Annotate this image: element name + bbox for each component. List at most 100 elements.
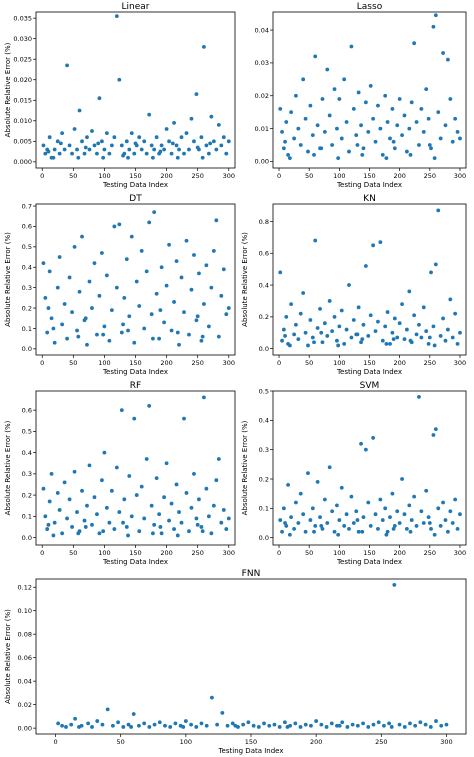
data-point: [62, 302, 67, 306]
data-point: [200, 334, 205, 339]
y-tick-label: 0.5: [22, 243, 32, 251]
data-point: [289, 302, 293, 307]
data-point: [319, 722, 324, 727]
data-point: [158, 308, 163, 313]
data-point: [313, 54, 318, 59]
data-point: [354, 509, 359, 514]
x-tick-label: 0: [53, 738, 57, 746]
data-point: [151, 336, 155, 341]
data-point: [96, 141, 101, 146]
data-point: [426, 116, 431, 121]
data-point: [195, 314, 200, 319]
data-point: [43, 514, 48, 519]
data-point: [402, 512, 407, 517]
data-point: [388, 341, 392, 346]
data-point: [199, 135, 204, 140]
data-point: [147, 403, 152, 408]
data-point: [267, 723, 272, 728]
data-point: [139, 484, 144, 489]
data-point: [413, 723, 418, 728]
data-point: [355, 332, 360, 337]
data-point: [184, 238, 189, 243]
y-axis-label: Absolute Relative Error (%): [241, 232, 249, 327]
x-tick-label: 0: [277, 172, 281, 180]
data-point: [385, 310, 390, 314]
data-point: [380, 338, 385, 343]
data-point: [142, 721, 147, 726]
data-point: [429, 526, 433, 531]
data-point: [426, 515, 431, 520]
data-point: [67, 497, 72, 502]
data-point: [384, 341, 389, 346]
data-point: [216, 457, 221, 461]
y-tick-label: 0.01: [255, 125, 269, 133]
data-point: [142, 139, 147, 144]
data-point: [137, 529, 142, 534]
data-point: [121, 153, 125, 158]
data-point: [342, 524, 347, 528]
data-point: [431, 24, 436, 29]
data-point: [368, 83, 373, 88]
data-point: [51, 155, 56, 160]
data-point: [443, 123, 448, 128]
data-point: [46, 149, 51, 154]
data-point: [142, 516, 147, 521]
y-axis-label: Absolute Relative Error (%): [4, 420, 12, 515]
data-point: [162, 147, 167, 152]
data-point: [322, 129, 327, 134]
data-point: [318, 307, 322, 311]
data-point: [77, 289, 82, 294]
data-point: [72, 244, 77, 249]
data-point: [436, 110, 441, 115]
data-point: [319, 330, 324, 335]
data-point: [77, 108, 82, 113]
data-point: [312, 340, 316, 345]
data-point: [368, 524, 373, 528]
data-point: [453, 116, 458, 121]
data-point: [402, 337, 407, 342]
data-point: [389, 725, 394, 729]
scatter-series: [278, 394, 462, 537]
data-point: [303, 722, 308, 727]
y-tick-label: 0.3: [22, 284, 32, 292]
data-point: [342, 77, 347, 82]
y-tick-label: 0.4: [22, 449, 32, 457]
data-point: [371, 722, 376, 727]
data-point: [404, 526, 409, 531]
data-point: [219, 520, 224, 525]
data-point: [287, 532, 292, 537]
data-point: [436, 506, 441, 511]
data-point: [356, 529, 361, 534]
data-point: [127, 147, 132, 152]
data-point: [319, 146, 324, 151]
data-point: [132, 416, 137, 421]
data-point: [202, 302, 206, 306]
data-point: [159, 265, 164, 270]
y-tick-label: 0.03: [255, 59, 269, 67]
data-point: [308, 318, 313, 322]
data-point: [177, 510, 181, 514]
data-point: [77, 725, 81, 729]
data-point: [330, 143, 335, 147]
data-point: [60, 531, 65, 536]
data-point: [419, 335, 424, 340]
data-point: [152, 210, 157, 215]
data-point: [126, 328, 130, 333]
data-point: [376, 319, 380, 324]
data-point: [199, 525, 204, 529]
data-point: [444, 722, 449, 727]
data-point: [284, 120, 289, 124]
data-point: [417, 394, 421, 399]
data-point: [226, 516, 231, 521]
x-tick-label: 200: [310, 738, 322, 746]
data-point: [385, 120, 390, 124]
data-point: [306, 149, 310, 154]
chart-title: SVM: [360, 381, 380, 391]
y-tick-label: 0.1: [22, 513, 32, 521]
data-point: [330, 509, 335, 514]
data-point: [351, 106, 356, 111]
data-point: [324, 725, 329, 729]
data-point: [67, 143, 72, 148]
data-point: [390, 491, 395, 496]
scatter-series: [278, 208, 462, 348]
